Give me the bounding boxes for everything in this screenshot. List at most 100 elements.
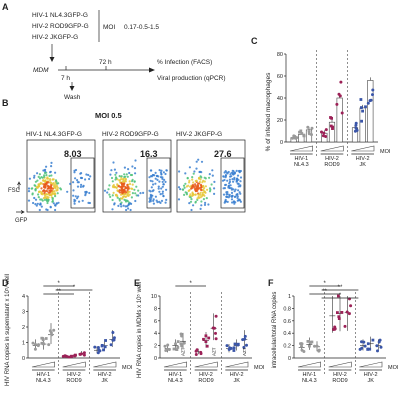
chartE-data-point: [204, 340, 208, 343]
chartF-data-point: [366, 342, 370, 346]
flow-event: [40, 187, 43, 190]
flow-event: [188, 166, 191, 169]
chartE-moi-wedge: [194, 361, 218, 368]
flow-event: [76, 185, 80, 188]
flow-event: [197, 187, 200, 190]
flow-event: [113, 168, 116, 171]
chartD-data-point: [82, 353, 86, 357]
flow-value-jk: 27.6: [214, 149, 232, 159]
chartF-data-point: [336, 311, 339, 314]
chartE-data-point: [233, 342, 237, 346]
chartD-data-point: [104, 339, 107, 342]
flow-event: [192, 172, 195, 175]
flow-event: [117, 185, 120, 188]
chartD-moi-label: MOI: [122, 365, 133, 371]
flow-event: [126, 183, 129, 186]
chartE-data-point: [166, 347, 170, 351]
flow-event: [204, 201, 207, 204]
flow-event: [123, 182, 126, 185]
flow-event: [199, 207, 202, 210]
chartD-ytick-label: 0: [22, 356, 25, 362]
chartE-data-point: [204, 334, 208, 338]
flow-event: [133, 180, 136, 183]
flow-event: [50, 193, 53, 196]
chartE-data-point: [232, 346, 236, 350]
flow-event: [233, 195, 236, 198]
flow-event: [211, 174, 214, 177]
flow-event: [199, 175, 202, 178]
chartE-ytick-label: 10: [151, 294, 157, 300]
flow-event: [113, 185, 116, 189]
flow-event: [135, 185, 138, 188]
chartC-data-point: [361, 109, 364, 113]
flow-event: [194, 193, 197, 196]
flow-event: [236, 193, 239, 196]
flow-event: [46, 201, 49, 205]
flow-event: [27, 187, 31, 190]
chartE-data-point: [176, 346, 180, 349]
flow-event: [31, 193, 34, 196]
flow-event: [137, 189, 140, 192]
flow-event: [131, 178, 134, 181]
chartF-group-label: HIV-2: [364, 372, 378, 378]
chartE-group-label: HIV-2: [230, 372, 244, 378]
flow-event: [200, 185, 203, 188]
chartC-data-point: [300, 132, 304, 135]
flow-event: [194, 201, 197, 204]
flow-event: [152, 202, 155, 205]
chartD-sig-label: *: [57, 281, 60, 287]
chartE-moi-wedge: [163, 361, 187, 368]
panel-label-f: F: [268, 278, 274, 288]
flow-event: [128, 180, 131, 183]
flow-event: [35, 204, 38, 207]
flow-event: [57, 201, 60, 204]
chart-e: HIV RNA copies in MDMs x 10⁵ well 0 2 4 6 8 1…: [136, 281, 265, 384]
flow-event: [120, 205, 123, 208]
flow-event: [225, 191, 228, 194]
chart-d: HIV RNA copies in supernatant x 10⁵/ wel…: [4, 274, 133, 386]
chartC-data-point: [331, 125, 334, 129]
chartC-data-point: [360, 119, 363, 123]
chartF-ytick-label: 0.8: [283, 306, 291, 312]
flow-event: [134, 159, 137, 162]
flow-event: [160, 187, 163, 190]
flow-event: [46, 195, 49, 198]
chartF-moi-wedge: [297, 361, 321, 368]
chartC-data-point: [360, 106, 363, 109]
chartE-data-point: [182, 341, 186, 345]
flow-event: [192, 181, 195, 184]
flow-event: [42, 169, 45, 172]
flow-event: [227, 196, 230, 199]
chartE-ytick-label: 4: [154, 331, 157, 337]
flow-event: [148, 200, 151, 203]
flow-event: [223, 187, 226, 190]
chartC-data-point: [322, 131, 326, 135]
flow-event: [154, 171, 157, 174]
flow-event: [59, 188, 63, 191]
flow-event: [84, 192, 87, 195]
chartC-moi-wedge: [289, 145, 313, 152]
flow-event: [87, 201, 90, 204]
flow-event: [192, 204, 195, 207]
flow-event: [123, 173, 126, 176]
flow-event: [192, 194, 195, 197]
flow-title-rod9: HIV-2 ROD9GFP-G: [102, 131, 159, 138]
flow-event: [43, 192, 46, 195]
flow-event: [198, 180, 201, 184]
flow-event: [191, 192, 194, 195]
flow-event: [125, 191, 128, 194]
flow-event: [84, 178, 87, 181]
chartC-group-label: HIV-1: [294, 156, 308, 162]
flow-event: [139, 192, 142, 195]
flow-event: [51, 182, 54, 186]
flow-event: [38, 208, 41, 212]
flow-event: [56, 185, 59, 188]
flow-event: [80, 176, 83, 180]
flow-event: [50, 174, 53, 177]
chartF-sig-label: **: [322, 289, 327, 295]
chartE-data-point: [205, 344, 209, 348]
chartF-group-sublabel: JK: [367, 378, 374, 384]
chartE-data-point: [172, 347, 176, 351]
flow-event: [193, 170, 196, 173]
flow-event: [42, 186, 46, 189]
